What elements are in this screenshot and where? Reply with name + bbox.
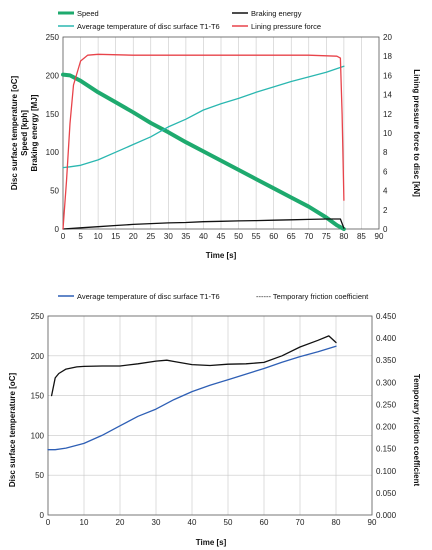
- x-tick-label: 90: [375, 232, 384, 241]
- y-right-tick-label: 6: [383, 167, 388, 176]
- chart-bottom-y-ticks-left: 0 50 100 150 200 250: [31, 312, 45, 520]
- series-line-lining-pressure-force: [62, 53, 345, 230]
- x-tick-label: 55: [252, 232, 261, 241]
- x-tick-label: 15: [111, 232, 120, 241]
- y-right-tick-label: 12: [383, 110, 392, 119]
- chart-top-x-axis-label: Time [s]: [206, 251, 237, 260]
- x-tick-label: 85: [357, 232, 366, 241]
- x-tick-label: 70: [304, 232, 313, 241]
- y-right-tick-label: 2: [383, 206, 388, 215]
- x-tick-label: 50: [234, 232, 243, 241]
- y-right-tick-label: 0.150: [376, 445, 397, 454]
- y-right-tick-label: 0.050: [376, 489, 397, 498]
- legend-label-friction-coefficient: ------ Temporary friction coefficient: [256, 292, 369, 301]
- x-tick-label: 35: [181, 232, 190, 241]
- chart-top-x-ticks: 0 5 10 15 20 25 30 35 40 45 50 55 60 65 70 75 80 85 90: [61, 232, 384, 241]
- y-right-tick-label: 0.300: [376, 378, 397, 387]
- chart-top: Speed Braking energy Average temperature…: [10, 9, 421, 260]
- chart-top-series: [61, 53, 346, 231]
- legend-label-braking-energy: Braking energy: [251, 9, 302, 18]
- legend-label-average-temperature: Average temperature of disc surface T1-T…: [77, 22, 220, 31]
- x-tick-label: 50: [224, 518, 233, 527]
- chart-top-y-left-label: Disc surface temperature [oC] Speed [kph…: [10, 76, 39, 191]
- chart-top-legend: Speed Braking energy Average temperature…: [58, 9, 321, 31]
- x-tick-label: 40: [188, 518, 197, 527]
- x-tick-label: 80: [339, 232, 348, 241]
- chart-top-y-left-label-line-3: Braking energy [MJ]: [30, 94, 39, 171]
- x-tick-label: 45: [217, 232, 226, 241]
- chart-top-y-left-label-line-1: Disc surface temperature [oC]: [10, 76, 19, 191]
- chart-top-grid: [80, 37, 362, 229]
- chart-top-plot-frame: [62, 36, 380, 230]
- y-left-tick-label: 250: [46, 33, 60, 42]
- x-tick-label: 10: [94, 232, 103, 241]
- chart-bottom-legend: Average temperature of disc surface T1-T…: [58, 292, 369, 301]
- x-tick-label: 90: [368, 518, 377, 527]
- series-line-temporary-friction-coefficient: [50, 335, 337, 397]
- y-left-tick-label: 100: [31, 431, 45, 440]
- chart-bottom-y-left-label: Disc surface temperature [oC]: [8, 373, 17, 488]
- x-tick-label: 30: [164, 232, 173, 241]
- chart-top-y-ticks-right: 0 2 4 6 8 10 12 14 16 18 20: [383, 33, 392, 234]
- y-right-tick-label: 0.450: [376, 312, 397, 321]
- y-left-tick-label: 200: [31, 352, 45, 361]
- series-line-speed: [61, 72, 346, 231]
- chart-bottom-plot-frame: [47, 315, 373, 516]
- x-tick-label: 0: [46, 518, 51, 527]
- x-tick-label: 80: [332, 518, 341, 527]
- x-tick-label: 60: [260, 518, 269, 527]
- chart-bottom-y-ticks-right: 0.000 0.050 0.100 0.150 0.200 0.250 0.300 0.350…: [376, 312, 397, 520]
- x-tick-label: 20: [116, 518, 125, 527]
- x-tick-label: 60: [269, 232, 278, 241]
- y-right-tick-label: 0: [383, 225, 388, 234]
- chart-bottom-y-right-label: Temporary friction coefficient: [412, 374, 421, 487]
- y-right-tick-label: 0.350: [376, 356, 397, 365]
- chart-bottom: Average temperature of disc surface T1-T…: [8, 292, 421, 547]
- y-right-tick-label: 0.000: [376, 511, 397, 520]
- chart-top-y-left-label-line-2: Speed [kph]: [20, 110, 29, 156]
- legend-label-speed: Speed: [77, 9, 99, 18]
- series-line-average-temperature-of-disc-surface-t1-t6: [62, 65, 345, 169]
- x-tick-label: 70: [296, 518, 305, 527]
- y-left-tick-label: 0: [40, 511, 45, 520]
- y-right-tick-label: 0.400: [376, 334, 397, 343]
- y-right-tick-label: 0.250: [376, 400, 397, 409]
- x-tick-label: 65: [287, 232, 296, 241]
- legend-label-average-temperature: Average temperature of disc surface T1-T…: [77, 292, 220, 301]
- y-left-tick-label: 200: [46, 71, 60, 80]
- series-line-braking-energy: [62, 218, 345, 230]
- y-left-tick-label: 100: [46, 148, 60, 157]
- x-tick-label: 30: [152, 518, 161, 527]
- x-tick-label: 0: [61, 232, 66, 241]
- x-tick-label: 75: [322, 232, 331, 241]
- y-right-tick-label: 4: [383, 187, 388, 196]
- x-tick-label: 25: [146, 232, 155, 241]
- y-left-tick-label: 50: [35, 471, 44, 480]
- chart-bottom-series: [47, 335, 337, 451]
- y-right-tick-label: 0.200: [376, 423, 397, 432]
- series-line-average-temperature-of-disc-surface-t1-t6: [47, 345, 337, 451]
- y-left-tick-label: 0: [55, 225, 60, 234]
- y-right-tick-label: 20: [383, 33, 392, 42]
- y-right-tick-label: 18: [383, 52, 392, 61]
- y-right-tick-label: 16: [383, 71, 392, 80]
- x-tick-label: 5: [78, 232, 83, 241]
- y-left-tick-label: 150: [46, 110, 60, 119]
- y-left-tick-label: 250: [31, 312, 45, 321]
- chart-bottom-x-ticks: 0 10 20 30 40 50 60 70 80 90: [46, 518, 377, 527]
- x-tick-label: 20: [129, 232, 138, 241]
- y-left-tick-label: 50: [50, 187, 59, 196]
- legend-label-lining-pressure: Lining pressure force: [251, 22, 321, 31]
- y-left-tick-label: 150: [31, 392, 45, 401]
- y-right-tick-label: 14: [383, 91, 392, 100]
- y-right-tick-label: 0.100: [376, 467, 397, 476]
- x-tick-label: 40: [199, 232, 208, 241]
- chart-bottom-x-axis-label: Time [s]: [196, 538, 227, 547]
- y-right-tick-label: 10: [383, 129, 392, 138]
- chart-top-y-right-label: Lining pressure force to disc [kN]: [412, 69, 421, 197]
- x-tick-label: 10: [80, 518, 89, 527]
- chart-top-y-ticks-left: 0 50 100 150 200 250: [46, 33, 60, 234]
- y-right-tick-label: 8: [383, 148, 388, 157]
